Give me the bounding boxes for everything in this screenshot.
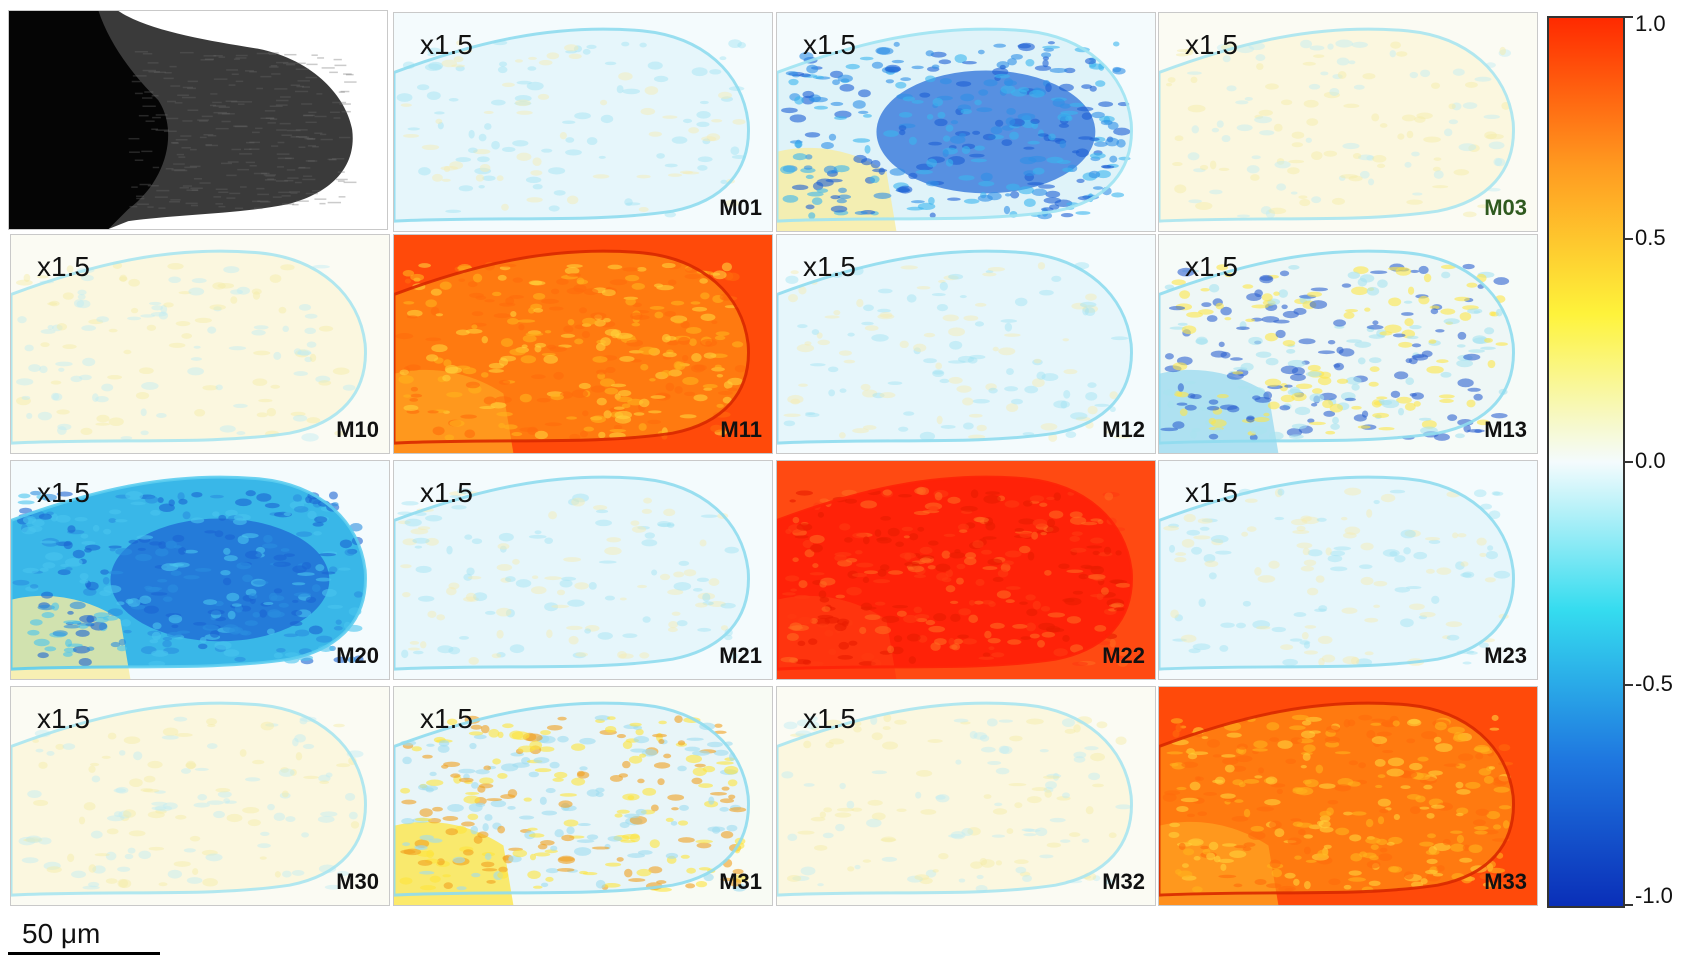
panel-label: M20 <box>336 643 379 668</box>
magnification-label: x1.5 <box>37 703 90 734</box>
panel-image <box>11 687 389 905</box>
panel-label: M22 <box>1102 643 1145 668</box>
panel-image <box>11 461 389 679</box>
magnification-label: x1.5 <box>420 703 473 734</box>
panel-m31: x1.5 M31 <box>393 686 773 906</box>
panel-m10: x1.5 M10 <box>10 234 390 454</box>
colorbar-tick <box>1625 684 1633 686</box>
panel-label: M33 <box>1484 869 1527 894</box>
magnification-label: x1.5 <box>803 703 856 734</box>
magnification-label: x1.5 <box>1185 29 1238 60</box>
panel-image <box>394 235 772 453</box>
colorbar-tick-label: 0.0 <box>1635 448 1666 473</box>
panel-m33: M33 <box>1158 686 1538 906</box>
panel-image <box>9 11 387 229</box>
panel-label: M21 <box>719 643 762 668</box>
panel-label: M32 <box>1102 869 1145 894</box>
panel-label: M13 <box>1484 417 1527 442</box>
scale-bar-label: 50 μm <box>22 918 101 949</box>
panel-image <box>1159 461 1537 679</box>
colorbar-tick <box>1625 461 1633 463</box>
panel-image <box>1159 235 1537 453</box>
colorbar <box>1547 16 1625 908</box>
colorbar-axis: 1.0 0.5 0.0 -0.5 -1.0 <box>1625 11 1685 908</box>
panel-image <box>394 13 772 231</box>
panel-m21: x1.5 M21 <box>393 460 773 680</box>
panel-image <box>1159 13 1537 231</box>
panel-image <box>11 235 389 453</box>
panel-image <box>777 687 1155 905</box>
panel-image <box>777 461 1155 679</box>
panel-m23: x1.5 M23 <box>1158 460 1538 680</box>
panel-m22: M22 <box>776 460 1156 680</box>
panel-m03: x1.5 M03 <box>1158 12 1538 232</box>
panel-m13: x1.5 M13 <box>1158 234 1538 454</box>
magnification-label: x1.5 <box>37 477 90 508</box>
colorbar-tick-label: -1.0 <box>1635 883 1673 908</box>
panel-image <box>777 13 1155 231</box>
panel-label: M30 <box>336 869 379 894</box>
magnification-label: x1.5 <box>1185 477 1238 508</box>
panel-m30: x1.5 M30 <box>10 686 390 906</box>
panel-label: M01 <box>719 195 762 220</box>
panel-label: M31 <box>719 869 762 894</box>
panel-m32: x1.5 M32 <box>776 686 1156 906</box>
magnification-label: x1.5 <box>803 29 856 60</box>
panel-label: M10 <box>336 417 379 442</box>
colorbar-tick <box>1625 16 1633 18</box>
panel-label: M03 <box>1484 195 1527 220</box>
panel-m02: x1.5 <box>776 12 1156 232</box>
panel-label: M23 <box>1484 643 1527 668</box>
panel-micrograph <box>8 10 388 230</box>
panel-m11: M11 <box>393 234 773 454</box>
panel-image <box>394 461 772 679</box>
panel-m12: x1.5 M12 <box>776 234 1156 454</box>
panel-m01: x1.5 M01 <box>393 12 773 232</box>
panel-m20: x1.5 M20 <box>10 460 390 680</box>
panel-image <box>1159 687 1537 905</box>
colorbar-tick-label: -0.5 <box>1635 671 1673 696</box>
colorbar-tick-label: 1.0 <box>1635 11 1666 36</box>
colorbar-tick <box>1625 238 1633 240</box>
panel-label: M12 <box>1102 417 1145 442</box>
magnification-label: x1.5 <box>37 251 90 282</box>
panel-image <box>394 687 772 905</box>
panel-image <box>777 235 1155 453</box>
colorbar-tick <box>1625 904 1633 906</box>
magnification-label: x1.5 <box>420 29 473 60</box>
panel-label: M11 <box>720 417 762 442</box>
magnification-label: x1.5 <box>1185 251 1238 282</box>
magnification-label: x1.5 <box>803 251 856 282</box>
colorbar-tick-label: 0.5 <box>1635 225 1666 250</box>
magnification-label: x1.5 <box>420 477 473 508</box>
